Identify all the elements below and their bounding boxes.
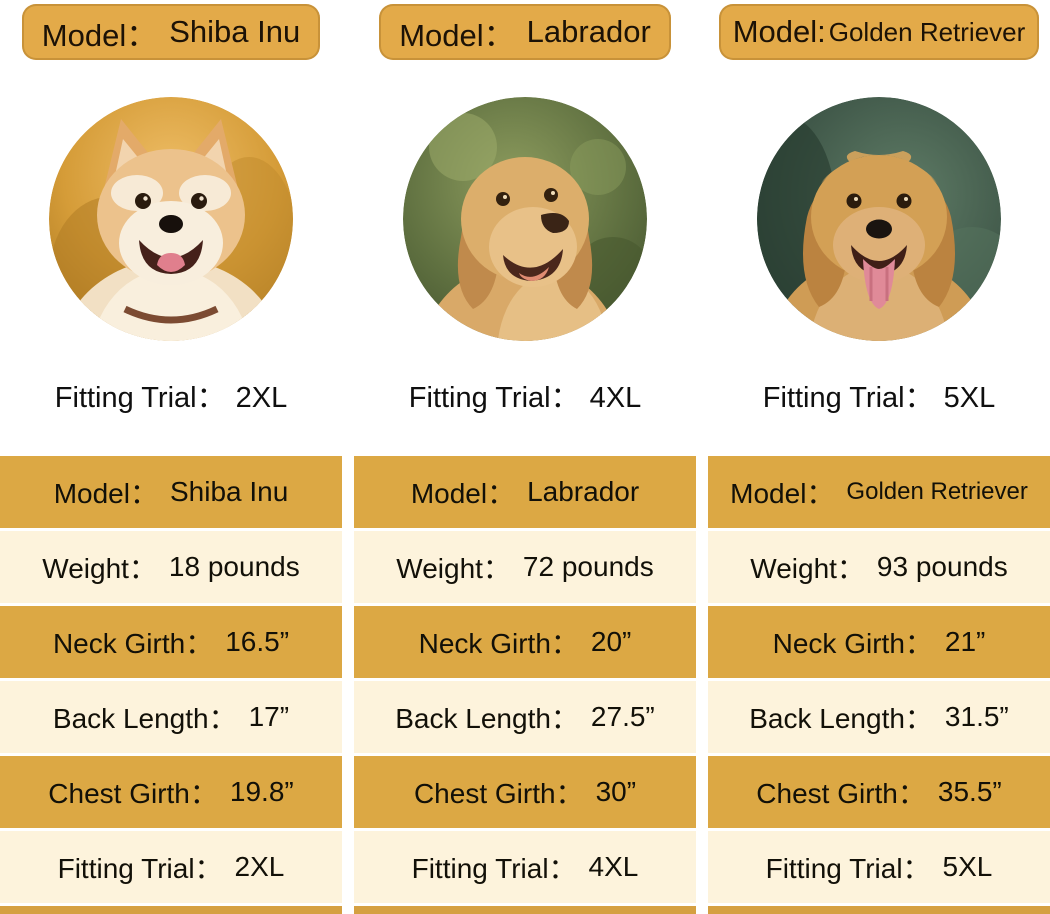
row-value: 4XL (588, 851, 639, 882)
row-value: 35.5” (937, 776, 1002, 807)
table-row-back-length: Back Length： 27.5” (354, 681, 696, 753)
table-row-model: Model： Shiba Inu (0, 456, 342, 528)
row-label: Chest Girth： (48, 778, 218, 809)
table-row-weight: Weight： 18 pounds (0, 531, 342, 603)
row-label: Weight： (396, 553, 511, 584)
row-label: Model： (53, 478, 158, 509)
row-label: Back Length： (749, 703, 933, 734)
row-value: 18 pounds (168, 551, 300, 582)
table-row-fitting-trial: Fitting Trial： 4XL (354, 831, 696, 903)
table-row-fitting-trial: Fitting Trial： 5XL (708, 831, 1050, 903)
row-label: Weight： (750, 553, 865, 584)
row-label: Fitting Trial： (411, 853, 577, 884)
fitting-trial-value: 2XL (235, 382, 288, 414)
row-label: Fitting Trial： (57, 853, 223, 884)
model-badge-label: Model： (399, 17, 515, 53)
row-label: Weight： (42, 553, 157, 584)
breed-column-golden-retriever: Model: Golden Retriever (708, 0, 1050, 914)
table-row-neck-girth: Neck Girth： 16.5” (0, 606, 342, 678)
row-value: 31.5” (944, 701, 1009, 732)
table-row-model: Model： Golden Retriever (708, 456, 1050, 528)
size-table: Model： Golden Retriever Weight： 93 pound… (708, 456, 1050, 914)
row-value: Shiba Inu (169, 476, 289, 507)
breed-column-labrador: Model： Labrador (354, 0, 696, 914)
fitting-trial-value: 4XL (589, 382, 642, 414)
table-row-back-length: Back Length： 17” (0, 681, 342, 753)
row-label: Model： (730, 478, 835, 509)
model-badge: Model： Labrador (379, 4, 671, 60)
row-value: Golden Retriever (846, 478, 1028, 505)
fitting-trial-value: 5XL (943, 382, 996, 414)
model-badge: Model: Golden Retriever (718, 4, 1040, 60)
table-row-neck-girth: Neck Girth： 20” (354, 606, 696, 678)
row-value: 16.5” (225, 626, 290, 657)
size-table: Model： Shiba Inu Weight： 18 pounds Neck … (0, 456, 342, 914)
row-value: 72 pounds (522, 551, 654, 582)
row-label: Model： (410, 478, 516, 509)
row-value: 17” (248, 701, 290, 732)
golden-retriever-photo (757, 97, 1001, 341)
row-value: 5XL (942, 851, 993, 882)
model-badge-label: Model： (41, 17, 158, 53)
row-label: Fitting Trial： (765, 853, 931, 884)
size-table: Model： Labrador Weight： 72 pounds Neck G… (354, 456, 696, 914)
table-row-fitting-trial: Fitting Trial： 2XL (0, 831, 342, 903)
row-value: 93 pounds (876, 551, 1008, 582)
model-badge-value: Shiba Inu (169, 14, 301, 49)
cropped-next-row (708, 906, 1050, 914)
fitting-trial-label: Fitting Trial： (408, 382, 580, 414)
row-value: 2XL (234, 851, 285, 882)
row-label: Neck Girth： (52, 628, 214, 659)
fitting-trial-caption: Fitting Trial： 5XL (763, 381, 995, 415)
row-label: Chest Girth： (413, 778, 584, 809)
row-label: Back Length： (52, 703, 237, 734)
row-value: 30” (595, 776, 637, 807)
model-badge-value: Labrador (526, 14, 651, 49)
row-label: Neck Girth： (418, 628, 579, 659)
cropped-next-row (0, 906, 342, 914)
breed-column-shiba-inu: Model： Shiba Inu (0, 0, 342, 914)
fitting-trial-caption: Fitting Trial： 2XL (55, 381, 287, 415)
table-row-back-length: Back Length： 31.5” (708, 681, 1050, 753)
model-badge-value: Golden Retriever (828, 16, 1026, 47)
row-value: 20” (590, 626, 632, 657)
fitting-trial-label: Fitting Trial： (54, 382, 226, 414)
table-row-model: Model： Labrador (354, 456, 696, 528)
model-badge: Model： Shiba Inu (21, 4, 321, 60)
table-row-neck-girth: Neck Girth： 21” (708, 606, 1050, 678)
row-value: 19.8” (229, 776, 294, 807)
labrador-photo (403, 97, 647, 341)
fitting-trial-label: Fitting Trial： (762, 382, 934, 414)
row-value: 21” (944, 626, 986, 657)
fitting-trial-caption: Fitting Trial： 4XL (409, 381, 641, 415)
table-row-weight: Weight： 72 pounds (354, 531, 696, 603)
row-label: Neck Girth： (772, 628, 933, 659)
model-badge-label: Model: (732, 14, 826, 49)
row-value: Labrador (527, 476, 640, 507)
row-label: Back Length： (395, 703, 579, 734)
table-row-chest-girth: Chest Girth： 19.8” (0, 756, 342, 828)
table-row-chest-girth: Chest Girth： 30” (354, 756, 696, 828)
shiba-inu-photo (49, 97, 293, 341)
table-row-chest-girth: Chest Girth： 35.5” (708, 756, 1050, 828)
row-label: Chest Girth： (756, 778, 926, 809)
table-row-weight: Weight： 93 pounds (708, 531, 1050, 603)
row-value: 27.5” (590, 701, 655, 732)
cropped-next-row (354, 906, 696, 914)
